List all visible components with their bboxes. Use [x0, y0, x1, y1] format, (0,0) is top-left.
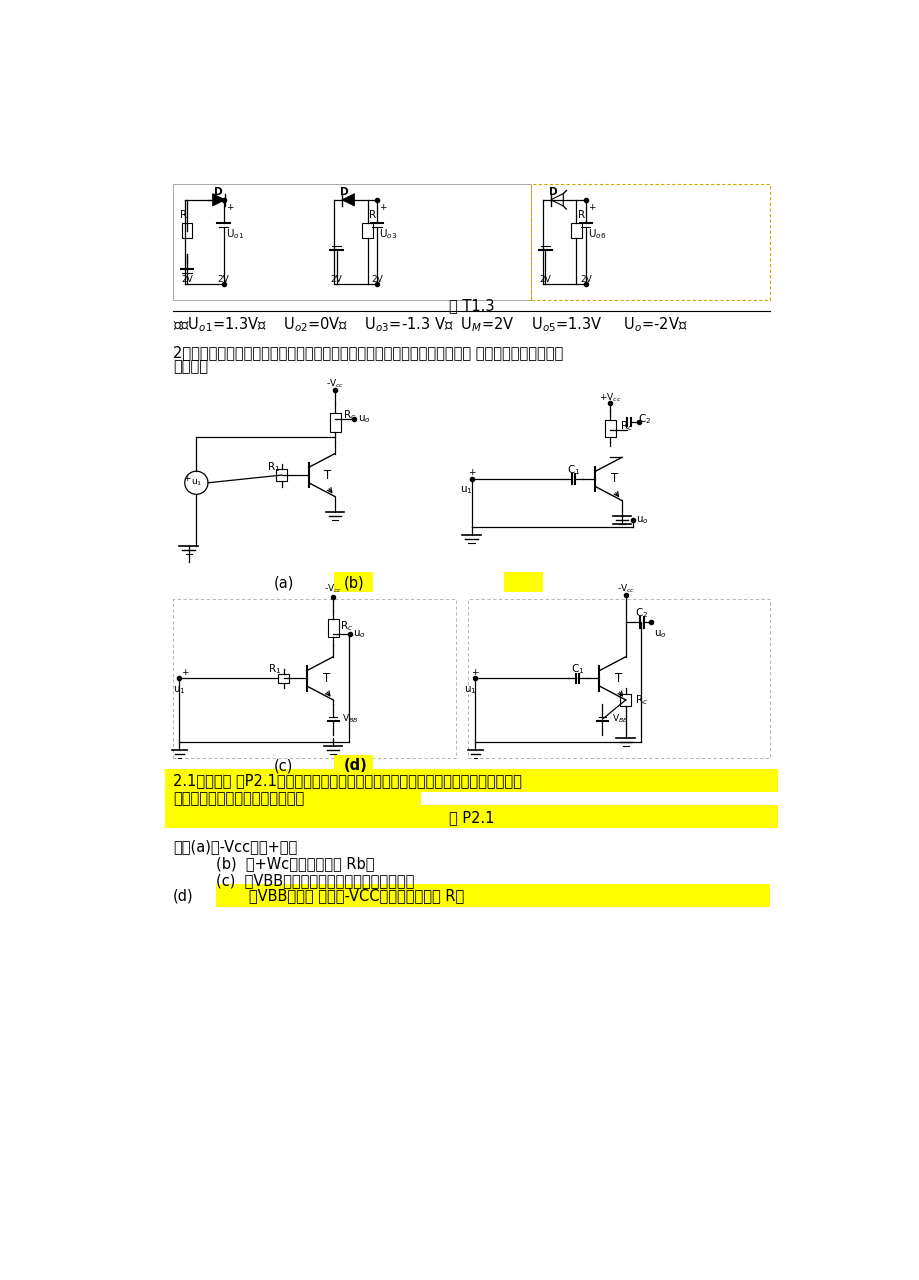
Text: R: R — [369, 210, 376, 220]
Bar — [604, 420, 615, 438]
Text: 2V: 2V — [181, 275, 193, 284]
Text: 合方式。: 合方式。 — [173, 360, 208, 374]
Bar — [173, 599, 456, 758]
Bar — [216, 883, 769, 906]
Bar — [278, 673, 289, 684]
Bar — [165, 769, 777, 792]
Text: U$_{o6}$: U$_{o6}$ — [587, 228, 606, 242]
Text: T: T — [610, 472, 618, 485]
Text: D: D — [549, 187, 557, 197]
Polygon shape — [212, 193, 225, 206]
Text: (c): (c) — [274, 758, 293, 773]
Polygon shape — [342, 193, 354, 206]
Text: 2.1分别改正 图P2.1所示各电路中的错误，使它们有可能放大正弦波信号。要求保留: 2.1分别改正 图P2.1所示各电路中的错误，使它们有可能放大正弦波信号。要求保… — [173, 773, 521, 788]
Text: u$_1$: u$_1$ — [173, 684, 186, 696]
Text: 在VBB支路加 民，在-VCC与集电极之间加 R。: 在VBB支路加 民，在-VCC与集电极之间加 R。 — [235, 888, 464, 904]
Text: D: D — [340, 187, 348, 197]
Text: C$_2$: C$_2$ — [638, 412, 651, 426]
Text: R$_c$: R$_c$ — [340, 620, 353, 632]
Text: +: + — [181, 668, 188, 677]
Text: 2V: 2V — [579, 275, 591, 284]
Text: u$_1$: u$_1$ — [190, 477, 202, 488]
Bar — [329, 413, 340, 433]
Text: 图 T1.3: 图 T1.3 — [448, 298, 494, 314]
Text: (a): (a) — [274, 576, 294, 591]
Text: (b)  在+Wc与基极之间加 Rb。: (b) 在+Wc与基极之间加 Rb。 — [216, 856, 374, 870]
Text: 2V: 2V — [539, 275, 550, 284]
Text: R: R — [578, 210, 584, 220]
Text: 电路原来的共射接法和耦合方式。: 电路原来的共射接法和耦合方式。 — [173, 791, 304, 806]
Text: (c)  将VBB反接，且在输入端串联一个电阻。: (c) 将VBB反接，且在输入端串联一个电阻。 — [216, 873, 414, 888]
Text: +: + — [225, 204, 233, 212]
Bar — [334, 755, 373, 774]
Text: V$_{BB}$: V$_{BB}$ — [611, 713, 628, 726]
Text: +: + — [183, 475, 190, 484]
Text: +: + — [471, 668, 479, 677]
Text: R: R — [180, 210, 187, 220]
Text: U$_{o1}$: U$_{o1}$ — [226, 228, 244, 242]
Text: (b): (b) — [344, 576, 364, 591]
Bar — [181, 223, 192, 238]
Bar — [173, 184, 530, 300]
Text: R$_c$: R$_c$ — [634, 692, 648, 707]
Text: 2V: 2V — [330, 275, 342, 284]
Text: u$_o$: u$_o$ — [353, 627, 366, 640]
Text: -V$_{cc}$: -V$_{cc}$ — [323, 582, 342, 595]
Text: C$_1$: C$_1$ — [566, 463, 580, 476]
Bar — [362, 223, 372, 238]
Bar — [530, 184, 769, 300]
Text: u$_o$: u$_o$ — [358, 413, 370, 425]
Text: u$_1$: u$_1$ — [460, 485, 471, 497]
Bar — [327, 620, 338, 636]
Text: 2V: 2V — [370, 275, 382, 284]
Text: -V$_{cc}$: -V$_{cc}$ — [325, 378, 344, 390]
Text: +: + — [379, 204, 386, 212]
Text: 2、改正如图所示电路中的错误，使它们有可能放大正弦波信号。要求保留电 路原来的共射接法和耦: 2、改正如图所示电路中的错误，使它们有可能放大正弦波信号。要求保留电 路原来的共… — [173, 344, 562, 360]
Text: T: T — [324, 468, 332, 481]
Bar — [504, 572, 542, 593]
Text: T: T — [615, 672, 621, 685]
Text: +: + — [467, 468, 474, 477]
Bar — [467, 599, 769, 758]
Text: R$_c$: R$_c$ — [343, 408, 356, 422]
Text: (d): (d) — [173, 888, 194, 904]
Bar — [276, 470, 287, 481]
Bar — [619, 694, 630, 705]
Text: C$_1$: C$_1$ — [571, 662, 584, 676]
Text: u$_o$: u$_o$ — [652, 627, 665, 640]
Text: D: D — [213, 187, 222, 197]
Text: 图 P2.1: 图 P2.1 — [448, 810, 494, 824]
Text: 2V: 2V — [218, 275, 229, 284]
Text: u$_1$: u$_1$ — [463, 684, 476, 696]
Text: R$_1$: R$_1$ — [267, 461, 280, 475]
Text: -V$_{cc}$: -V$_{cc}$ — [616, 582, 634, 595]
Text: R$_c$: R$_c$ — [618, 420, 632, 434]
Bar — [571, 223, 581, 238]
Text: +: + — [587, 204, 595, 212]
Text: T: T — [323, 672, 329, 685]
Bar — [165, 805, 777, 828]
Polygon shape — [550, 193, 562, 206]
Text: (d): (d) — [344, 758, 367, 773]
Text: +V$_{cc}$: +V$_{cc}$ — [598, 392, 621, 403]
Text: V$_{BB}$: V$_{BB}$ — [342, 713, 358, 726]
Text: u$_o$: u$_o$ — [635, 513, 648, 526]
Text: U$_{o3}$: U$_{o3}$ — [379, 228, 397, 242]
Bar — [165, 786, 421, 810]
Text: C$_2$: C$_2$ — [634, 605, 647, 620]
Bar — [334, 572, 373, 593]
Text: R$_1$: R$_1$ — [267, 662, 280, 676]
Text: 解：(a)将-Vcc改为+乙。: 解：(a)将-Vcc改为+乙。 — [173, 840, 297, 854]
Text: 解：U$_{o1}$=1.3V，    U$_{o2}$=0V，    U$_{o3}$=-1.3 V，  U$_M$=2V    U$_{o5}$=1.3V : 解：U$_{o1}$=1.3V， U$_{o2}$=0V， U$_{o3}$=-… — [173, 315, 687, 334]
